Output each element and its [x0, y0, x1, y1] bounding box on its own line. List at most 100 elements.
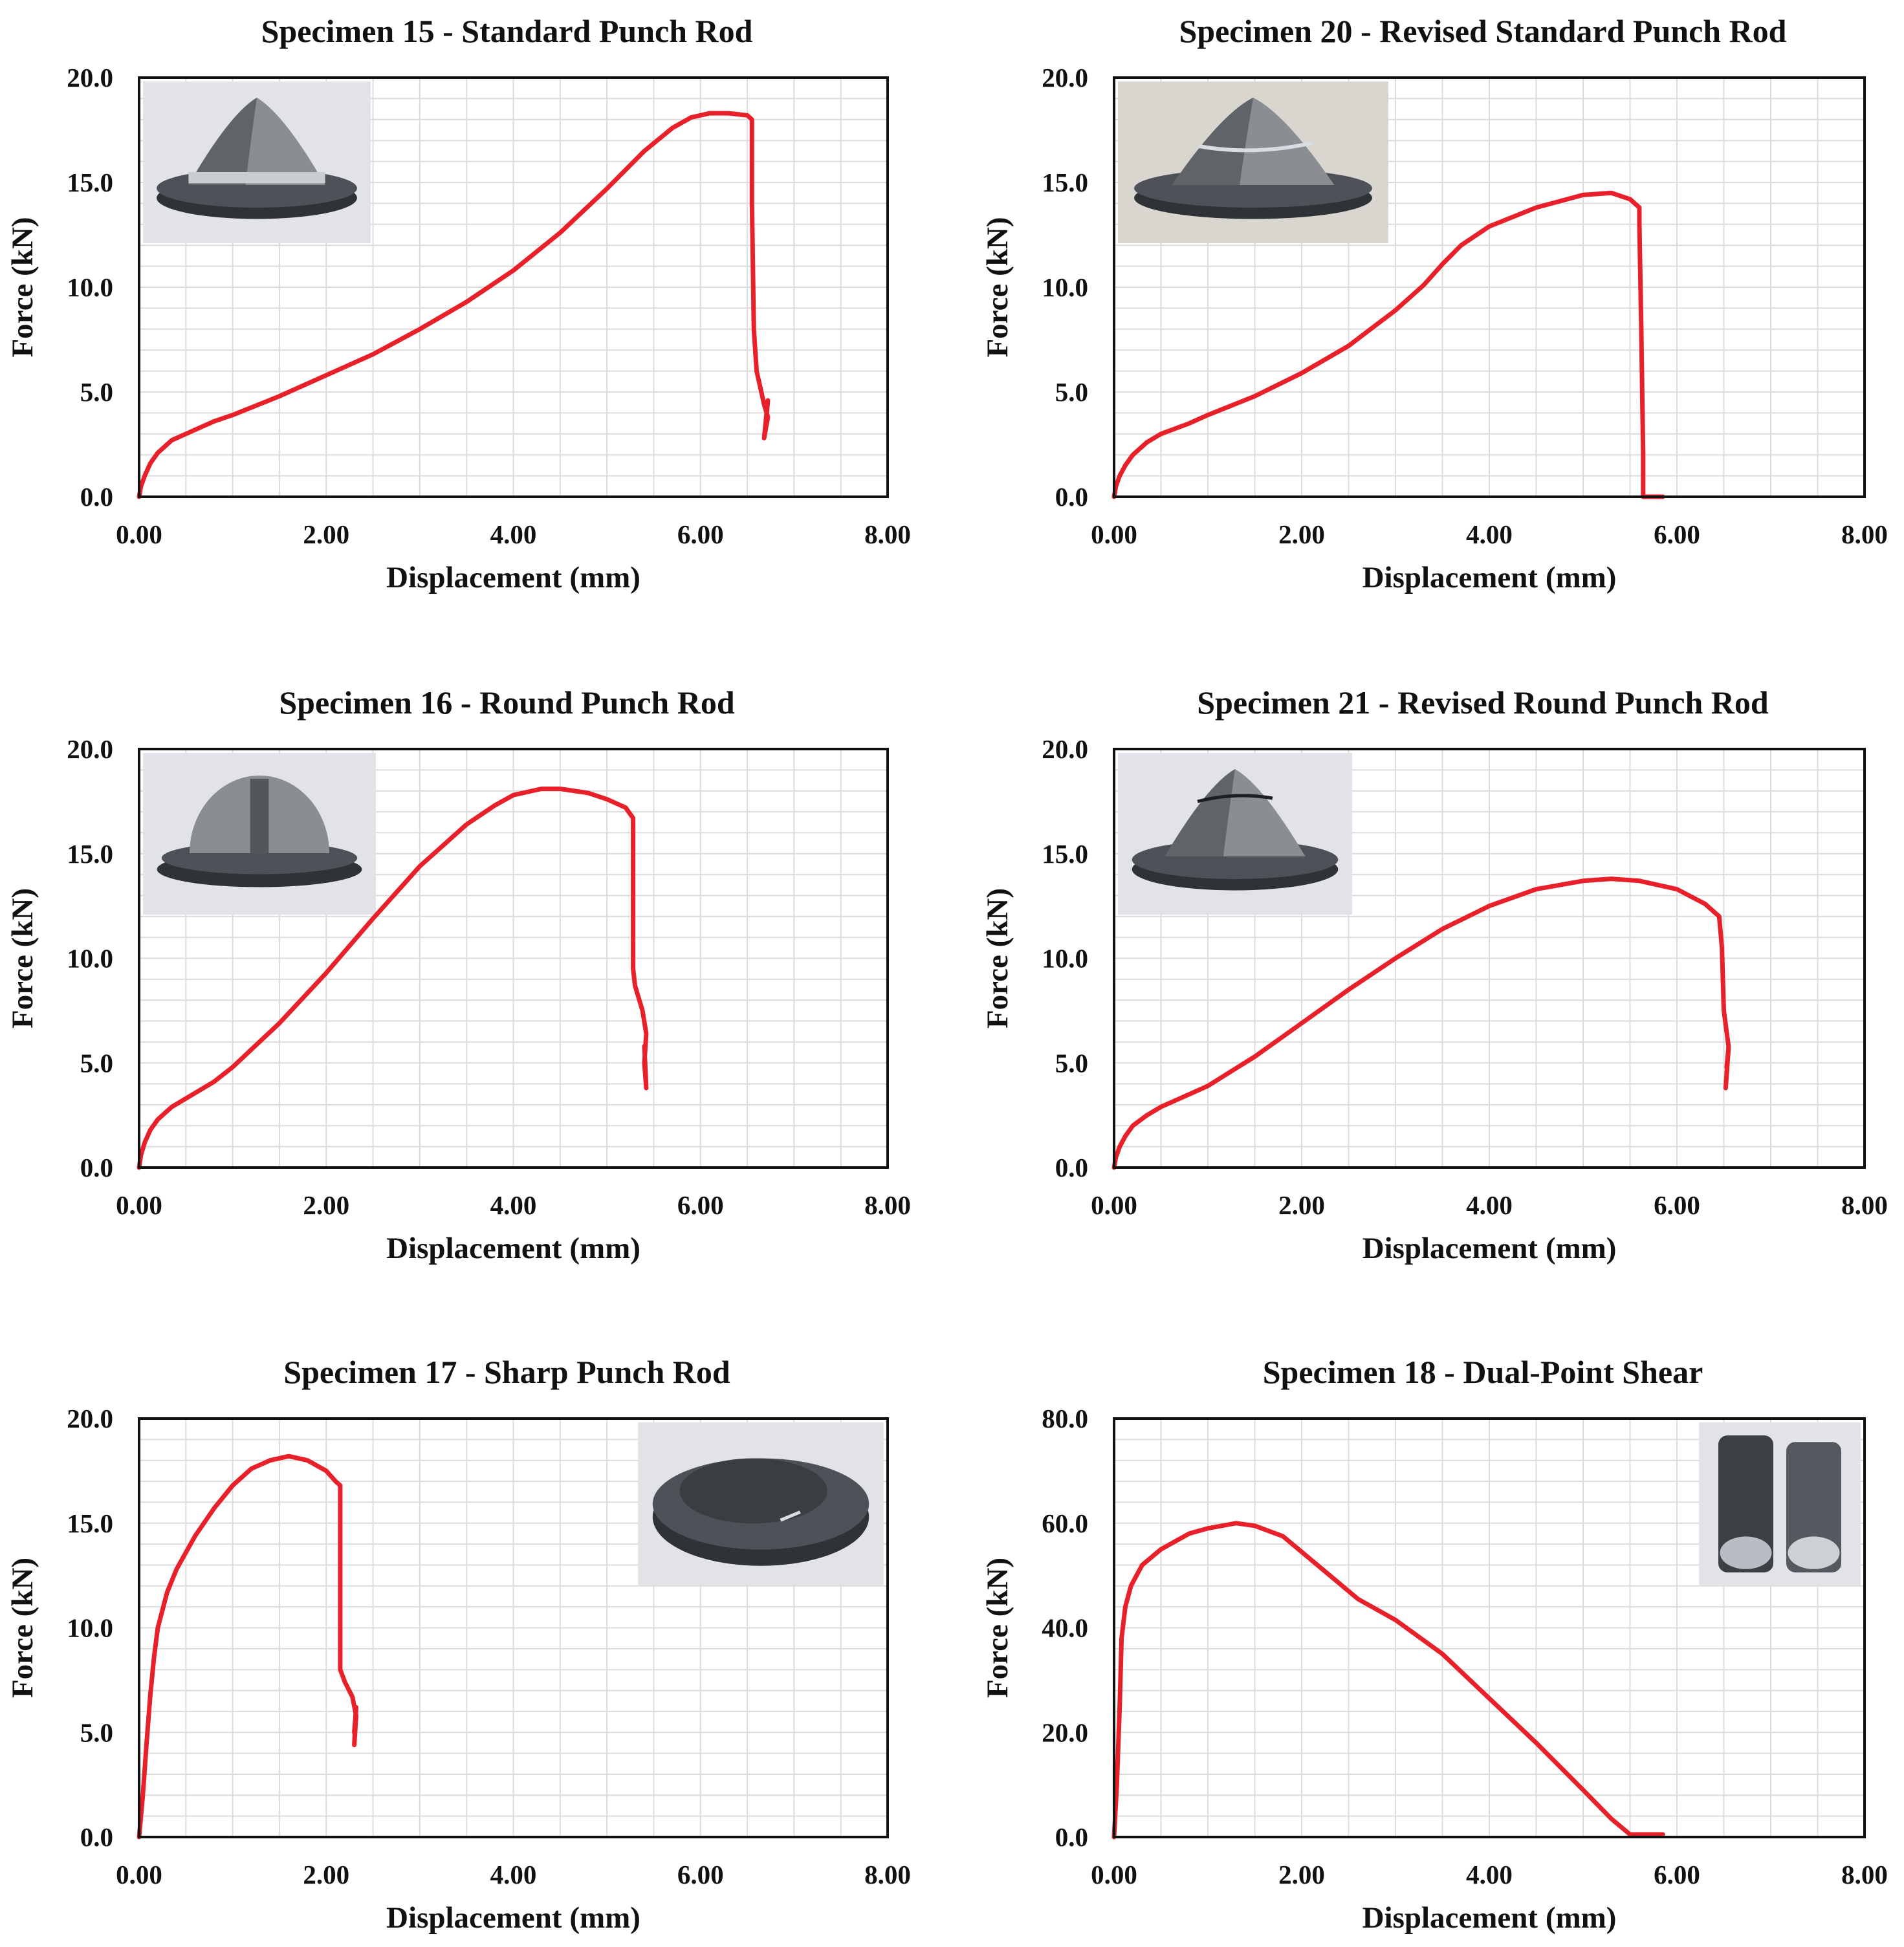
x-tick-label: 8.00 — [1841, 519, 1888, 549]
x-tick-label: 0.00 — [116, 1190, 162, 1220]
cone-specimen-photo — [143, 82, 371, 243]
y-tick-label: 10.0 — [67, 1613, 113, 1643]
y-tick-label: 10.0 — [67, 944, 113, 974]
x-tick-label: 4.00 — [1466, 519, 1513, 549]
y-tick-label: 0.0 — [80, 1822, 113, 1852]
chart-title: Specimen 18 - Dual-Point Shear — [1263, 1354, 1703, 1390]
y-tick-label: 15.0 — [67, 1508, 113, 1538]
y-tick-label: 15.0 — [1042, 839, 1088, 869]
chart-title: Specimen 17 - Sharp Punch Rod — [283, 1354, 730, 1390]
x-axis-label: Displacement (mm) — [386, 1901, 640, 1935]
y-tick-label: 0.0 — [1055, 1822, 1088, 1852]
y-tick-label: 80.0 — [1042, 1404, 1088, 1433]
x-tick-label: 4.00 — [490, 1860, 537, 1889]
x-axis-label: Displacement (mm) — [386, 1232, 640, 1265]
y-tick-label: 15.0 — [1042, 168, 1088, 197]
x-tick-label: 8.00 — [864, 519, 911, 549]
data-line-3 — [137, 787, 649, 1170]
x-tick-label: 0.00 — [116, 519, 162, 549]
y-axis-label: Force (kN) — [6, 217, 39, 357]
plot-area-frame — [1113, 748, 1866, 1169]
y-axis-label: Force (kN) — [981, 1558, 1014, 1698]
chart-title: Specimen 20 - Revised Standard Punch Rod — [1179, 13, 1787, 49]
x-axis-label: Displacement (mm) — [386, 561, 640, 594]
x-tick-label: 4.00 — [1466, 1860, 1513, 1889]
y-tick-label: 40.0 — [1042, 1613, 1088, 1643]
x-tick-label: 4.00 — [1466, 1190, 1513, 1220]
chart-title: Specimen 16 - Round Punch Rod — [279, 684, 734, 721]
x-tick-label: 0.00 — [1091, 1190, 1137, 1220]
x-tick-label: 8.00 — [1841, 1860, 1888, 1889]
x-tick-label: 2.00 — [303, 519, 349, 549]
chart-panel-2: 0.0 5.0 10.0 15.0 20.0 0.00 2.00 4.00 6.00 8.00 Sp… — [981, 13, 1888, 594]
y-tick-label: 20.0 — [1042, 734, 1088, 764]
x-axis-label: Displacement (mm) — [1362, 561, 1617, 594]
dome-specimen-photo — [143, 753, 376, 915]
y-tick-label: 5.0 — [80, 1048, 113, 1078]
x-axis-label: Displacement (mm) — [1362, 1901, 1617, 1935]
x-tick-label: 6.00 — [1654, 1860, 1700, 1889]
x-tick-label: 8.00 — [864, 1860, 911, 1889]
x-tick-label: 2.00 — [303, 1860, 349, 1889]
punched-disc-specimen-photo — [638, 1422, 884, 1585]
plot-area-frame — [138, 76, 889, 498]
y-tick-label: 5.0 — [1055, 377, 1088, 407]
y-axis-label: Force (kN) — [981, 217, 1014, 357]
x-tick-label: 8.00 — [1841, 1190, 1888, 1220]
data-line-2 — [1111, 190, 1665, 499]
y-tick-label: 10.0 — [1042, 272, 1088, 302]
y-tick-label: 20.0 — [1042, 63, 1088, 92]
y-axis-label: Force (kN) — [981, 888, 1014, 1028]
x-tick-label: 0.00 — [1091, 519, 1137, 549]
x-tick-label: 0.00 — [1091, 1860, 1137, 1889]
chart-title: Specimen 21 - Revised Round Punch Rod — [1197, 684, 1769, 721]
x-tick-label: 8.00 — [864, 1190, 911, 1220]
y-tick-label: 0.0 — [1055, 482, 1088, 512]
x-tick-label: 6.00 — [677, 1860, 724, 1889]
y-tick-label: 20.0 — [67, 734, 113, 764]
y-tick-label: 0.0 — [80, 482, 113, 512]
cracked-cone-specimen-photo — [1118, 753, 1352, 915]
chart-title: Specimen 15 - Standard Punch Rod — [261, 13, 753, 49]
y-tick-label: 60.0 — [1042, 1508, 1088, 1538]
plot-area-frame — [138, 1417, 889, 1838]
y-tick-label: 15.0 — [67, 168, 113, 197]
y-tick-label: 15.0 — [67, 839, 113, 869]
y-tick-label: 0.0 — [1055, 1153, 1088, 1182]
sheared-rods-specimen-photo — [1699, 1422, 1861, 1585]
y-axis-label: Force (kN) — [6, 888, 39, 1028]
chart-panel-4: 0.0 5.0 10.0 15.0 20.0 0.00 2.00 4.00 6.00 8.00 Sp… — [981, 684, 1888, 1265]
plot-area-frame — [1113, 1417, 1866, 1838]
y-tick-label: 10.0 — [67, 272, 113, 302]
x-tick-label: 4.00 — [490, 1190, 537, 1220]
y-tick-label: 20.0 — [67, 63, 113, 92]
y-tick-label: 10.0 — [1042, 944, 1088, 974]
y-tick-label: 5.0 — [1055, 1048, 1088, 1078]
data-line-5 — [137, 1453, 358, 1840]
x-tick-label: 2.00 — [1278, 519, 1325, 549]
data-line-1 — [137, 111, 771, 499]
y-tick-label: 5.0 — [80, 377, 113, 407]
x-tick-label: 6.00 — [677, 519, 724, 549]
y-tick-label: 0.0 — [80, 1153, 113, 1182]
x-tick-label: 6.00 — [1654, 519, 1700, 549]
chart-panel-1: 0.0 5.0 10.0 15.0 20.0 0.00 2.00 4.00 6.00 8.00 Sp… — [6, 13, 911, 594]
y-tick-label: 20.0 — [67, 1404, 113, 1433]
cone-specimen-photo — [1118, 82, 1388, 243]
x-tick-label: 6.00 — [1654, 1190, 1700, 1220]
x-tick-label: 2.00 — [303, 1190, 349, 1220]
x-tick-label: 0.00 — [116, 1860, 162, 1889]
x-tick-label: 2.00 — [1278, 1190, 1325, 1220]
x-tick-label: 2.00 — [1278, 1860, 1325, 1889]
data-line-4 — [1111, 876, 1731, 1170]
y-tick-label: 20.0 — [1042, 1717, 1088, 1747]
plot-area-frame — [1113, 76, 1866, 498]
plot-area-frame — [138, 748, 889, 1169]
chart-panel-5: 0.0 5.0 10.0 15.0 20.0 0.00 2.00 4.00 6.00 8.00 Sp… — [6, 1354, 911, 1935]
data-line-6 — [1111, 1521, 1665, 1840]
x-tick-label: 4.00 — [490, 519, 537, 549]
y-tick-label: 5.0 — [80, 1717, 113, 1747]
x-axis-label: Displacement (mm) — [1362, 1232, 1617, 1265]
chart-panel-6: 0.0 20.0 40.0 60.0 80.0 0.00 2.00 4.00 6.00 8.00 S… — [981, 1354, 1888, 1935]
